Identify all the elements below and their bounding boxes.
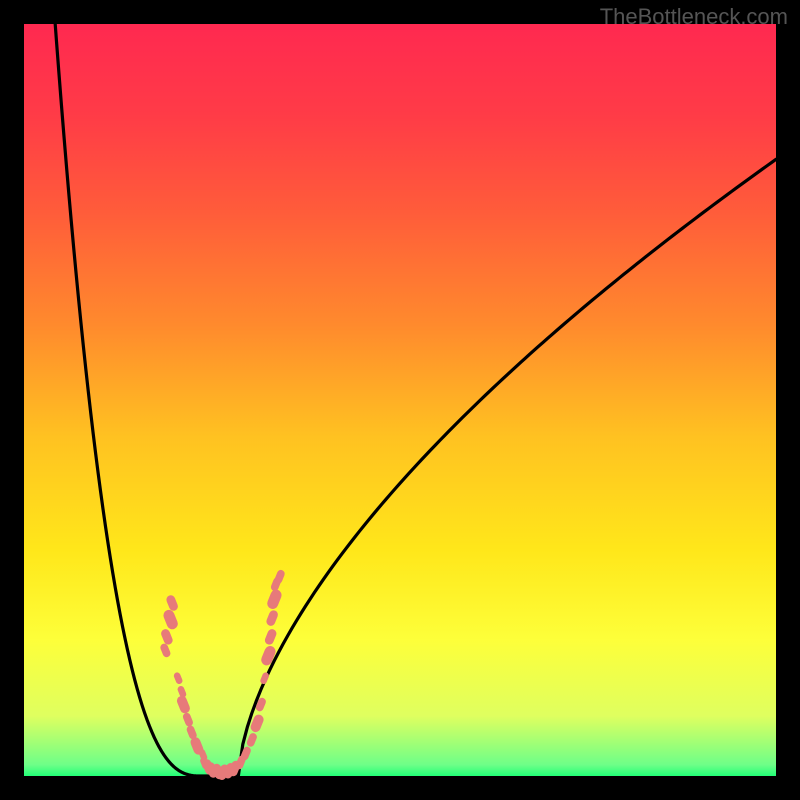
chart-svg: [0, 0, 800, 800]
chart-frame: TheBottleneck.com: [0, 0, 800, 800]
plot-background: [24, 24, 776, 776]
watermark-text: TheBottleneck.com: [600, 4, 788, 30]
